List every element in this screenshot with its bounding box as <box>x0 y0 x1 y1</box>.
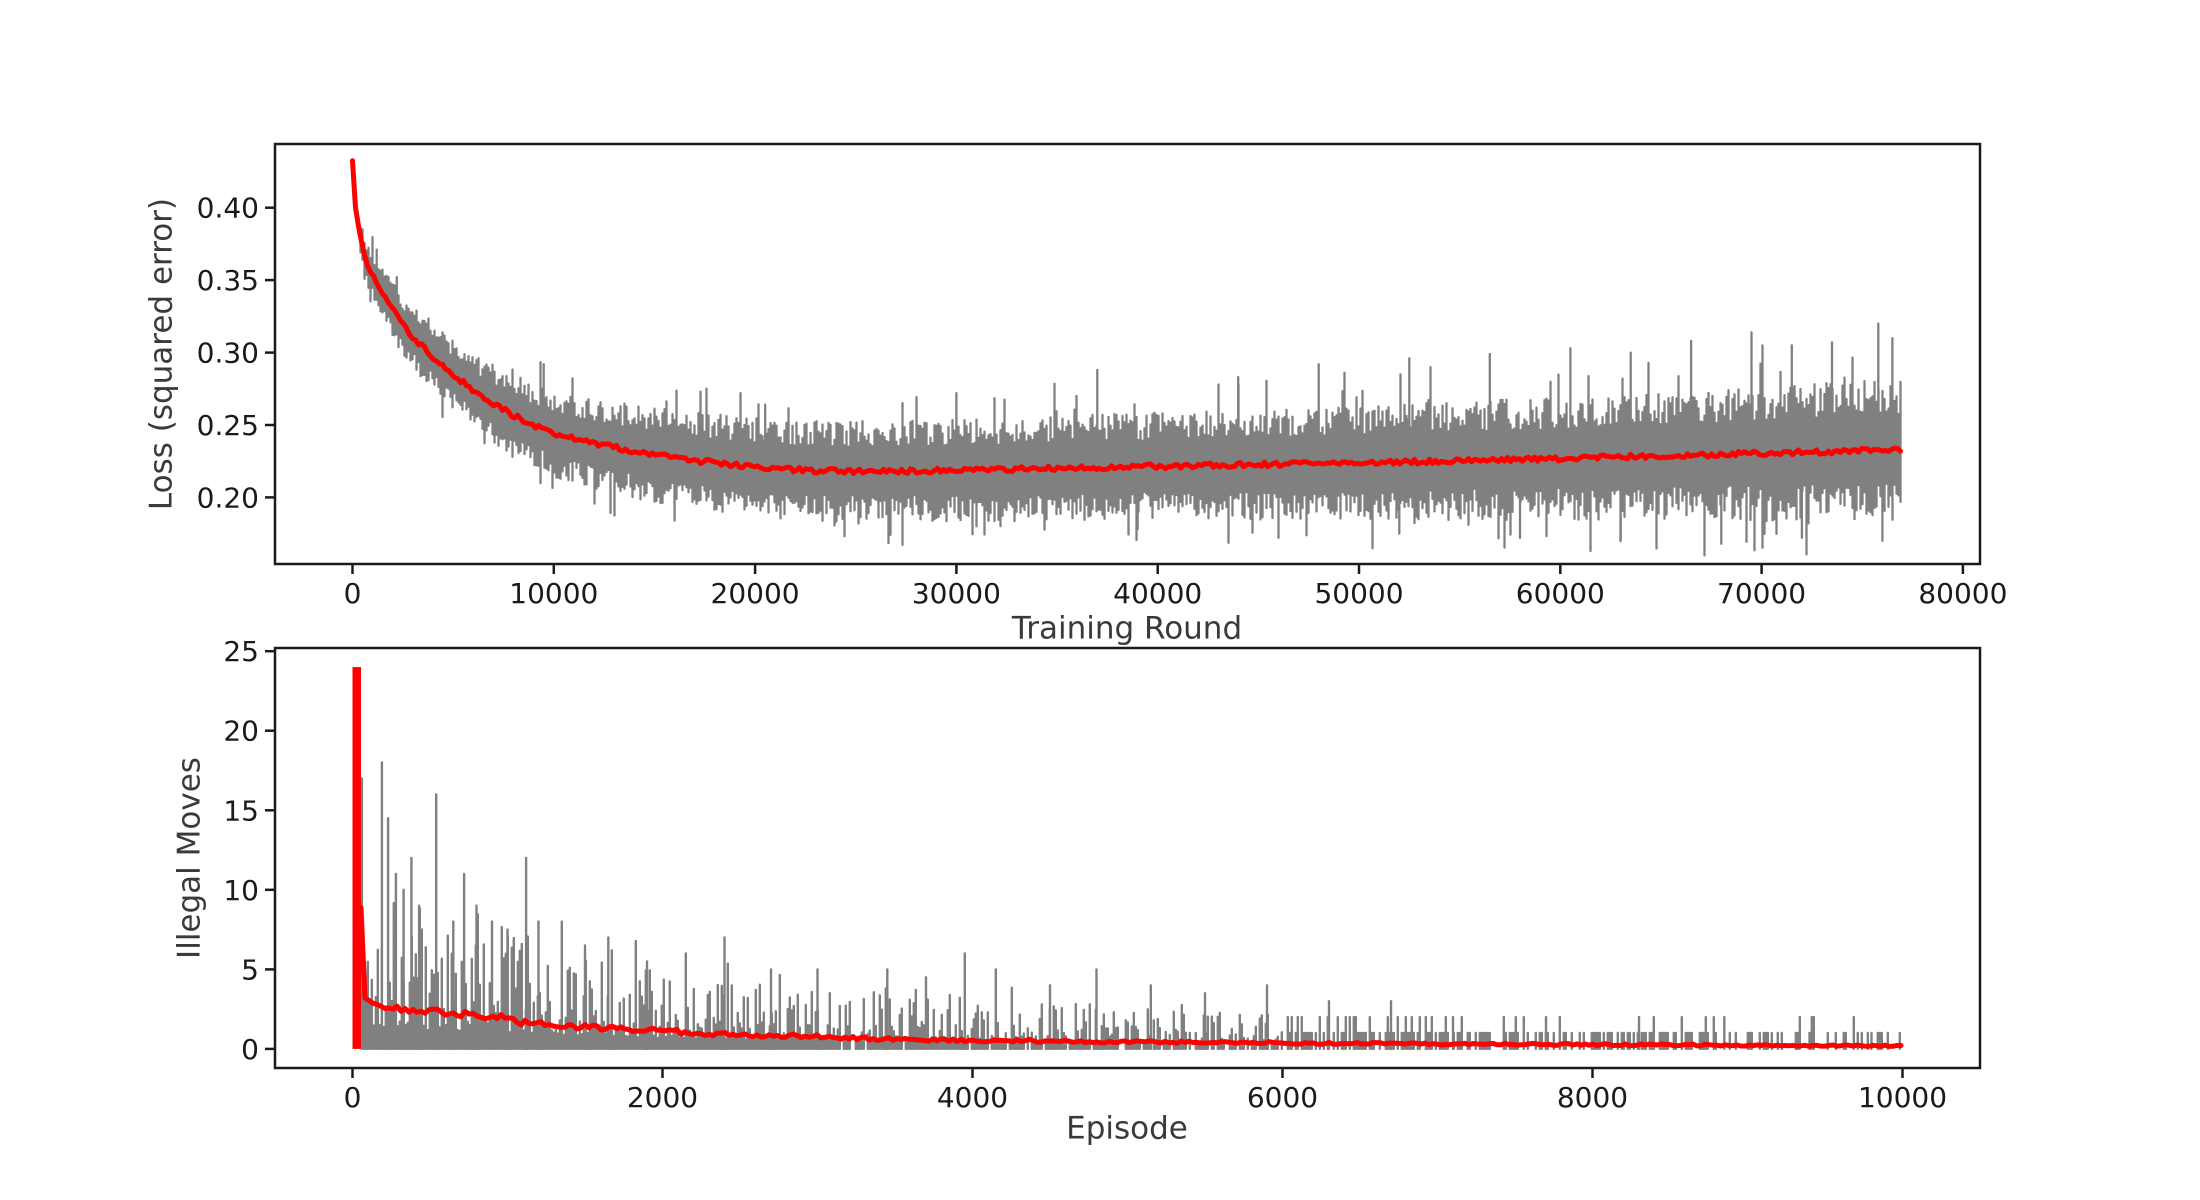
x-tick-label: 0 <box>344 577 362 610</box>
plot-frame <box>273 142 1982 566</box>
x-tick-label: 30000 <box>912 577 1001 610</box>
illegal-moves-chart <box>352 667 1904 1051</box>
x-tick-label: 80000 <box>1918 577 2007 610</box>
y-tick-label: 0.25 <box>197 409 259 442</box>
illegal-moves-axes: 0 2000 4000 6000 8000 10000 0 5 10 15 20 25 <box>223 635 1982 1114</box>
average-line-start-burst <box>352 667 361 1049</box>
y-tick-label: 0 <box>241 1033 259 1066</box>
raw-loss-series <box>353 186 1902 557</box>
y-tick-label: 0.20 <box>197 481 259 514</box>
x-tick-label: 20000 <box>711 577 800 610</box>
y-tick-label: 5 <box>241 953 259 986</box>
x-tick-label: 0 <box>344 1081 362 1114</box>
top-y-axis-label: Loss (squared error) <box>143 197 180 511</box>
illegal-moves-spikes <box>360 761 1901 1051</box>
y-tick-label: 0.40 <box>197 192 259 225</box>
illegal-moves-average-line <box>358 905 1904 1049</box>
training-loss-axes: 0 10000 20000 30000 40000 50000 60000 70000 8000… <box>197 142 2007 610</box>
smoothed-loss-line <box>350 158 1903 476</box>
x-tick-label: 8000 <box>1557 1081 1628 1114</box>
x-tick-label: 70000 <box>1717 577 1806 610</box>
y-tick-label: 0.30 <box>197 337 259 370</box>
x-tick-label: 6000 <box>1247 1081 1318 1114</box>
y-tick-label: 20 <box>223 715 259 748</box>
y-tick-label: 10 <box>223 874 259 907</box>
x-tick-label: 10000 <box>509 577 598 610</box>
plot-frame <box>273 646 1982 1070</box>
bottom-y-axis-label: Illegal Moves <box>171 757 208 959</box>
bottom-x-axis-label: Episode <box>1066 1110 1188 1147</box>
loss-chart <box>350 158 1903 557</box>
x-tick-label: 4000 <box>937 1081 1008 1114</box>
x-tick-label: 50000 <box>1314 577 1403 610</box>
x-tick-label: 2000 <box>627 1081 698 1114</box>
y-tick-label: 15 <box>223 794 259 827</box>
x-tick-label: 60000 <box>1516 577 1605 610</box>
y-tick-label: 25 <box>223 635 259 668</box>
top-x-axis-label: Training Round <box>1011 610 1243 647</box>
y-tick-label: 0.35 <box>197 264 259 297</box>
x-tick-label: 40000 <box>1113 577 1202 610</box>
x-tick-label: 10000 <box>1858 1081 1947 1114</box>
